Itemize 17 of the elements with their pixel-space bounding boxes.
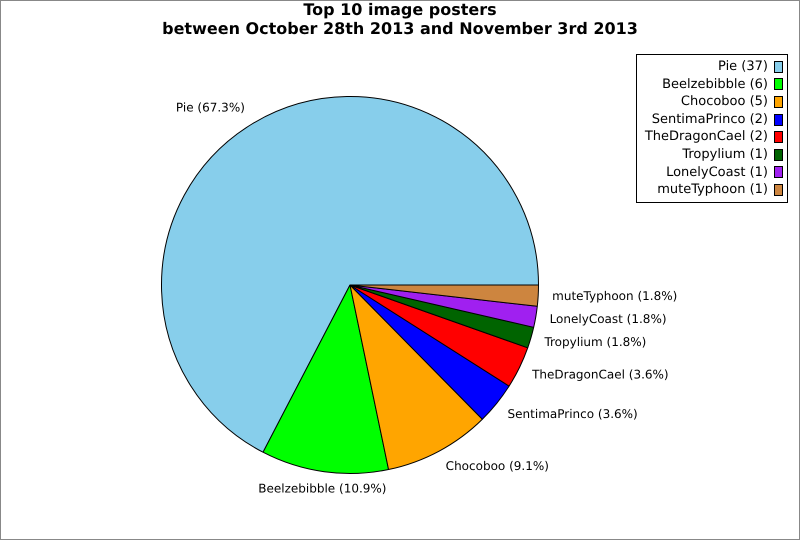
data-label: Chocoboo (9.1%): [446, 459, 549, 474]
data-label: muteTyphoon (1.8%): [552, 288, 678, 303]
chart-title: Top 10 image posters between October 28th 2013 and November 3rd 2013: [162, 0, 638, 38]
data-label: Tropylium (1.8%): [543, 334, 646, 349]
legend-label: Tropylium (1): [682, 146, 768, 164]
legend-label: Pie (37): [718, 58, 768, 76]
legend-label: muteTyphoon (1): [657, 181, 768, 199]
legend-label: Chocoboo (5): [680, 93, 768, 111]
data-label: Pie (67.3%): [176, 100, 245, 115]
data-label: SentimaPrinco (3.6%): [508, 406, 638, 421]
legend-label: LonelyCoast (1): [666, 164, 768, 182]
legend-label: SentimaPrinco (2): [652, 110, 768, 128]
data-label: TheDragonCael (3.6%): [531, 367, 669, 382]
data-label: LonelyCoast (1.8%): [550, 312, 667, 326]
legend-label: TheDragonCael (2): [644, 128, 768, 146]
data-label: Beelzebibble (10.9%): [258, 482, 386, 496]
legend-label: Beelzebibble (6): [662, 76, 768, 94]
